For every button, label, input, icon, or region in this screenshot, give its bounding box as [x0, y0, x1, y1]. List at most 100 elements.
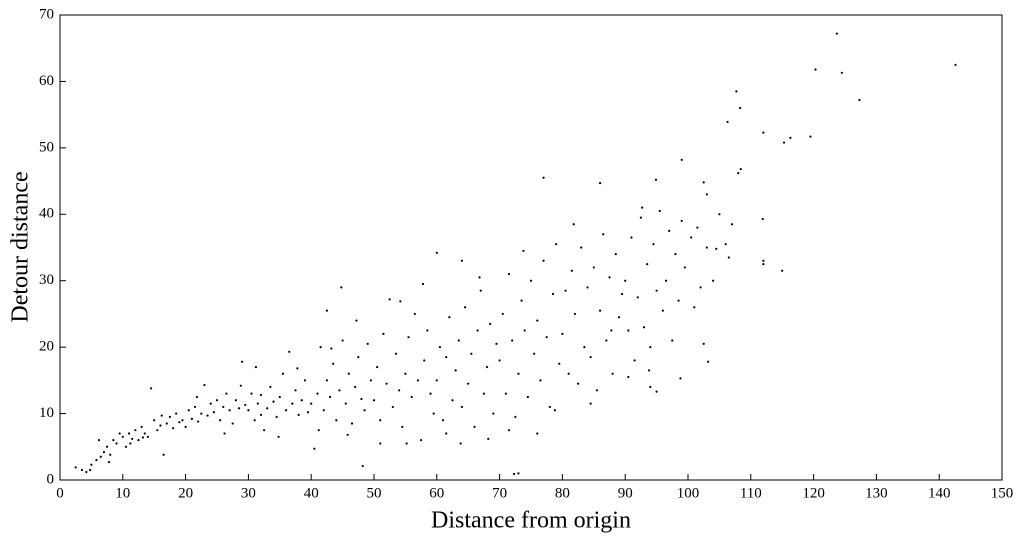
- point: [511, 339, 514, 342]
- point: [291, 402, 294, 405]
- plot-frame: [59, 14, 1003, 481]
- point: [627, 329, 630, 332]
- point: [668, 229, 671, 232]
- point: [573, 312, 577, 316]
- point: [112, 439, 115, 442]
- point: [558, 362, 561, 365]
- point: [835, 32, 838, 35]
- point: [344, 402, 347, 405]
- point: [195, 395, 199, 399]
- point: [467, 382, 470, 385]
- point: [655, 289, 658, 292]
- point: [178, 421, 181, 424]
- point: [706, 360, 710, 363]
- point: [325, 309, 328, 312]
- point: [223, 432, 226, 435]
- point: [712, 279, 715, 282]
- point: [410, 395, 413, 399]
- point: [611, 372, 614, 375]
- point: [181, 419, 184, 422]
- point: [131, 437, 134, 440]
- point: [435, 251, 438, 254]
- point: [200, 412, 203, 415]
- y-tick-label: 20: [39, 339, 54, 355]
- point: [297, 413, 300, 416]
- point: [338, 389, 341, 392]
- point: [620, 292, 624, 296]
- point: [762, 259, 765, 262]
- point: [74, 466, 77, 469]
- point: [89, 468, 92, 472]
- point: [696, 226, 699, 229]
- point: [153, 419, 156, 422]
- point: [253, 419, 256, 422]
- point: [259, 413, 263, 416]
- point: [564, 289, 567, 292]
- point: [789, 136, 792, 139]
- point: [705, 246, 708, 249]
- point: [197, 420, 200, 423]
- point: [347, 372, 350, 375]
- point: [617, 316, 621, 319]
- point: [159, 424, 162, 427]
- point: [679, 377, 682, 380]
- point: [335, 419, 338, 422]
- point: [379, 442, 382, 445]
- point: [809, 135, 812, 138]
- point: [514, 415, 517, 418]
- point: [677, 299, 680, 302]
- y-axis-title: Detour distance: [8, 171, 34, 322]
- x-tick-label: 10: [115, 485, 130, 501]
- point: [715, 247, 718, 250]
- point: [115, 442, 118, 445]
- point: [316, 392, 319, 395]
- point: [529, 279, 533, 282]
- point: [296, 367, 299, 370]
- x-tick-label: 0: [56, 485, 64, 501]
- point: [80, 468, 84, 472]
- point: [263, 429, 266, 432]
- y-tick-label: 70: [39, 6, 54, 22]
- point: [350, 422, 354, 425]
- point: [341, 339, 344, 342]
- point: [95, 458, 98, 462]
- point: [680, 219, 683, 223]
- x-tick-label: 120: [802, 485, 825, 501]
- point: [441, 419, 445, 422]
- point: [761, 217, 764, 221]
- point: [586, 286, 589, 289]
- point: [379, 419, 382, 422]
- point: [448, 316, 451, 319]
- point: [762, 131, 765, 134]
- point: [413, 312, 416, 316]
- point: [762, 263, 765, 266]
- point: [357, 356, 360, 359]
- point: [416, 379, 420, 382]
- point: [85, 470, 88, 474]
- point: [137, 439, 140, 442]
- point: [630, 236, 633, 239]
- point: [294, 389, 297, 392]
- point: [636, 296, 639, 299]
- point: [234, 399, 237, 402]
- point: [203, 383, 206, 387]
- point: [570, 269, 573, 272]
- point: [244, 403, 247, 407]
- point: [457, 339, 460, 342]
- point: [572, 223, 575, 226]
- point: [382, 332, 385, 335]
- point: [533, 352, 536, 355]
- point: [664, 279, 668, 282]
- point: [438, 346, 442, 349]
- point: [624, 279, 627, 282]
- point: [539, 379, 542, 382]
- point: [702, 342, 705, 345]
- x-tick-label: 100: [677, 485, 700, 501]
- x-tick-label: 40: [304, 485, 319, 501]
- point: [328, 395, 332, 399]
- point: [460, 405, 464, 409]
- point: [693, 306, 696, 309]
- point: [219, 419, 222, 422]
- point: [641, 206, 644, 209]
- point: [129, 442, 132, 445]
